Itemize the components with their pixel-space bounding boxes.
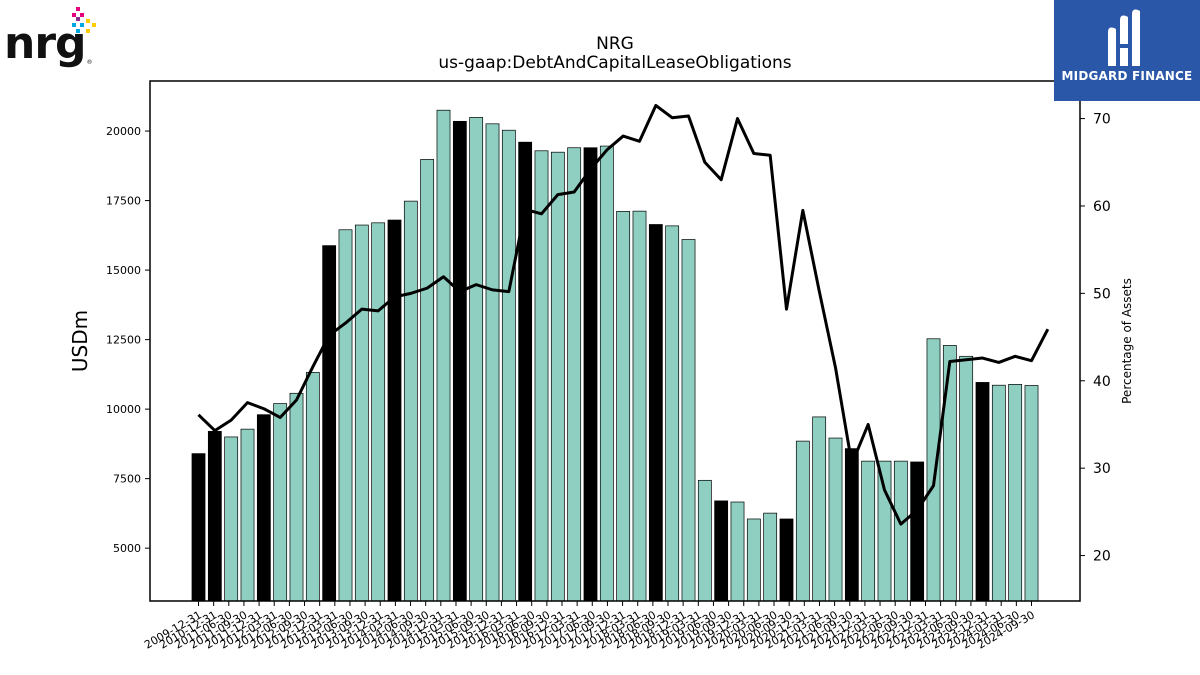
bar	[354, 224, 369, 602]
bar	[648, 224, 663, 602]
bar	[616, 211, 631, 602]
bar	[534, 150, 549, 602]
bar	[959, 355, 974, 602]
y-tick-label: 10000	[106, 403, 141, 416]
bar	[926, 338, 941, 602]
bar	[632, 210, 647, 602]
bar	[779, 518, 794, 602]
y2-tick-label: 70	[1093, 112, 1111, 128]
bar	[452, 120, 467, 602]
bar	[910, 461, 925, 602]
bar	[697, 479, 712, 602]
bar	[289, 392, 304, 602]
y-tick-label: 5000	[113, 542, 141, 555]
bar	[191, 453, 206, 602]
bar	[714, 500, 729, 602]
bar	[273, 403, 288, 602]
bar	[1008, 384, 1023, 602]
bar	[224, 436, 239, 602]
bar	[567, 147, 582, 602]
y-tick-label: 7500	[113, 473, 141, 486]
bar	[550, 151, 565, 602]
bar	[844, 448, 859, 602]
bar	[877, 460, 892, 602]
bar	[436, 109, 451, 602]
chart-title: NRG	[596, 34, 634, 54]
publisher-logo-icon	[1108, 9, 1140, 66]
bar	[485, 123, 500, 602]
bar	[828, 437, 843, 602]
y-tick-label: 20000	[106, 125, 141, 138]
bar	[975, 382, 990, 602]
bar	[403, 200, 418, 602]
bar	[322, 245, 337, 602]
publisher-name: MIDGARD FINANCE	[1061, 69, 1193, 83]
y2-tick-label: 60	[1093, 199, 1111, 215]
bar	[763, 512, 778, 602]
plot-frame	[149, 80, 1081, 602]
bar	[942, 345, 957, 602]
bar	[730, 501, 745, 602]
bar	[305, 372, 320, 602]
bar	[599, 145, 614, 602]
bar	[1024, 385, 1039, 602]
bar	[583, 147, 598, 602]
y2-tick-label: 30	[1093, 461, 1111, 477]
bar	[991, 384, 1006, 602]
bar	[256, 414, 271, 602]
company-logo: nrg®	[4, 22, 93, 66]
bar	[387, 219, 402, 602]
bar	[795, 440, 810, 602]
registered-mark: ®	[86, 59, 93, 66]
bar	[207, 431, 222, 602]
y-tick-label: 17500	[106, 195, 141, 208]
chart-subtitle: us-gaap:DebtAndCapitalLeaseObligations	[438, 53, 791, 73]
bar	[469, 117, 484, 602]
bar	[893, 460, 908, 602]
percentage-line	[197, 103, 1050, 526]
company-logo-text: nrg	[4, 18, 87, 69]
y2-axis-label: Percentage of Assets	[1120, 278, 1134, 404]
y-tick-label: 12500	[106, 334, 141, 347]
y2-tick-label: 50	[1093, 286, 1111, 302]
y-axis-label: USDm	[68, 310, 92, 372]
bar	[420, 159, 435, 602]
y-tick-label: 15000	[106, 264, 141, 277]
bar	[665, 225, 680, 602]
bar	[861, 460, 876, 602]
y2-tick-label: 40	[1093, 374, 1111, 390]
bar	[338, 229, 353, 602]
y2-tick-label: 20	[1093, 549, 1111, 565]
percentage-series-line	[197, 103, 1050, 526]
bar	[501, 129, 516, 602]
bar	[812, 416, 827, 602]
bar	[371, 222, 386, 602]
bar	[746, 518, 761, 602]
bar	[681, 239, 696, 602]
bar	[240, 428, 255, 602]
publisher-badge: MIDGARD FINANCE	[1054, 0, 1200, 101]
logo-mark-icon	[72, 7, 96, 33]
